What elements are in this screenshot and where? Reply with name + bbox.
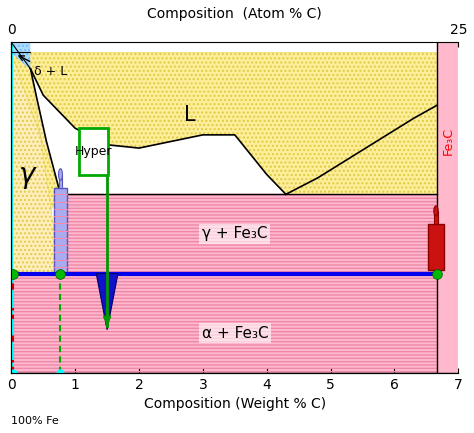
Text: γ: γ	[19, 161, 36, 188]
Text: Fe₃C: Fe₃C	[441, 127, 454, 155]
Polygon shape	[11, 42, 30, 69]
Ellipse shape	[434, 206, 438, 216]
Ellipse shape	[59, 169, 63, 180]
X-axis label: Composition (Weight % C): Composition (Weight % C)	[144, 397, 326, 411]
Text: γ + Fe₃C: γ + Fe₃C	[202, 226, 267, 242]
Bar	[437, 42, 458, 373]
Polygon shape	[11, 274, 437, 373]
Polygon shape	[11, 52, 61, 274]
Text: L: L	[184, 105, 196, 125]
Bar	[59, 174, 63, 188]
Polygon shape	[61, 194, 437, 274]
Bar	[54, 188, 67, 274]
Text: 100% Fe: 100% Fe	[11, 416, 59, 426]
Polygon shape	[11, 52, 437, 274]
Text: α + Fe₃C: α + Fe₃C	[201, 326, 268, 341]
Bar	[434, 211, 438, 224]
Text: δ + L: δ + L	[19, 56, 67, 78]
FancyBboxPatch shape	[79, 128, 109, 174]
Polygon shape	[286, 105, 437, 194]
Polygon shape	[96, 274, 118, 330]
Text: Hyper: Hyper	[75, 145, 112, 158]
X-axis label: Composition  (Atom % C): Composition (Atom % C)	[147, 7, 322, 21]
Bar	[428, 224, 444, 270]
